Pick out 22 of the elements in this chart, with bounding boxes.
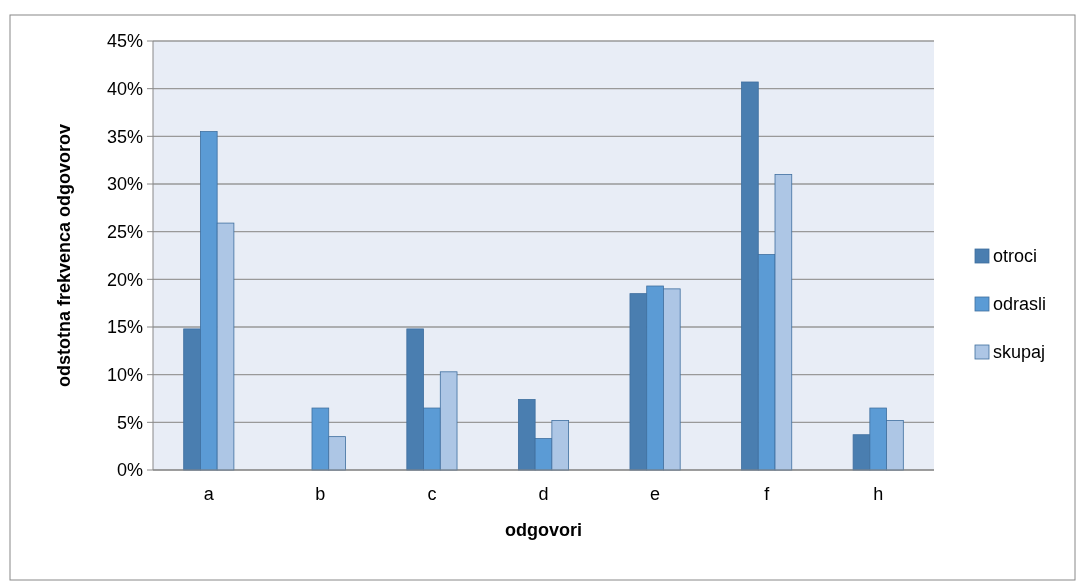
y-tick-label: 35% [106, 126, 143, 147]
x-tick-label: d [538, 484, 549, 504]
x-axis-title: odgovori [505, 520, 582, 540]
y-axis-title: odstotna frekvenca odgovorov [54, 123, 74, 388]
x-tick-label: a [203, 484, 215, 504]
x-tick-label: h [873, 484, 884, 504]
y-tick-label: 40% [106, 78, 143, 99]
y-tick-label: 0% [116, 460, 143, 481]
y-tick-label: 25% [106, 221, 143, 242]
y-tick-label: 20% [106, 269, 143, 290]
x-tick-label: b [315, 484, 326, 504]
legend-label: skupaj [993, 342, 1046, 363]
x-tick-label: f [764, 484, 771, 504]
y-tick-label: 10% [106, 364, 143, 385]
y-tick-label: 15% [106, 317, 143, 338]
y-tick-label: 5% [116, 412, 143, 433]
legend-label: odrasli [993, 294, 1047, 315]
y-tick-label: 30% [106, 174, 143, 195]
x-tick-label: e [650, 484, 661, 504]
legend-label: otroci [993, 246, 1038, 267]
y-tick-label: 45% [106, 31, 143, 52]
x-tick-label: c [427, 484, 437, 504]
